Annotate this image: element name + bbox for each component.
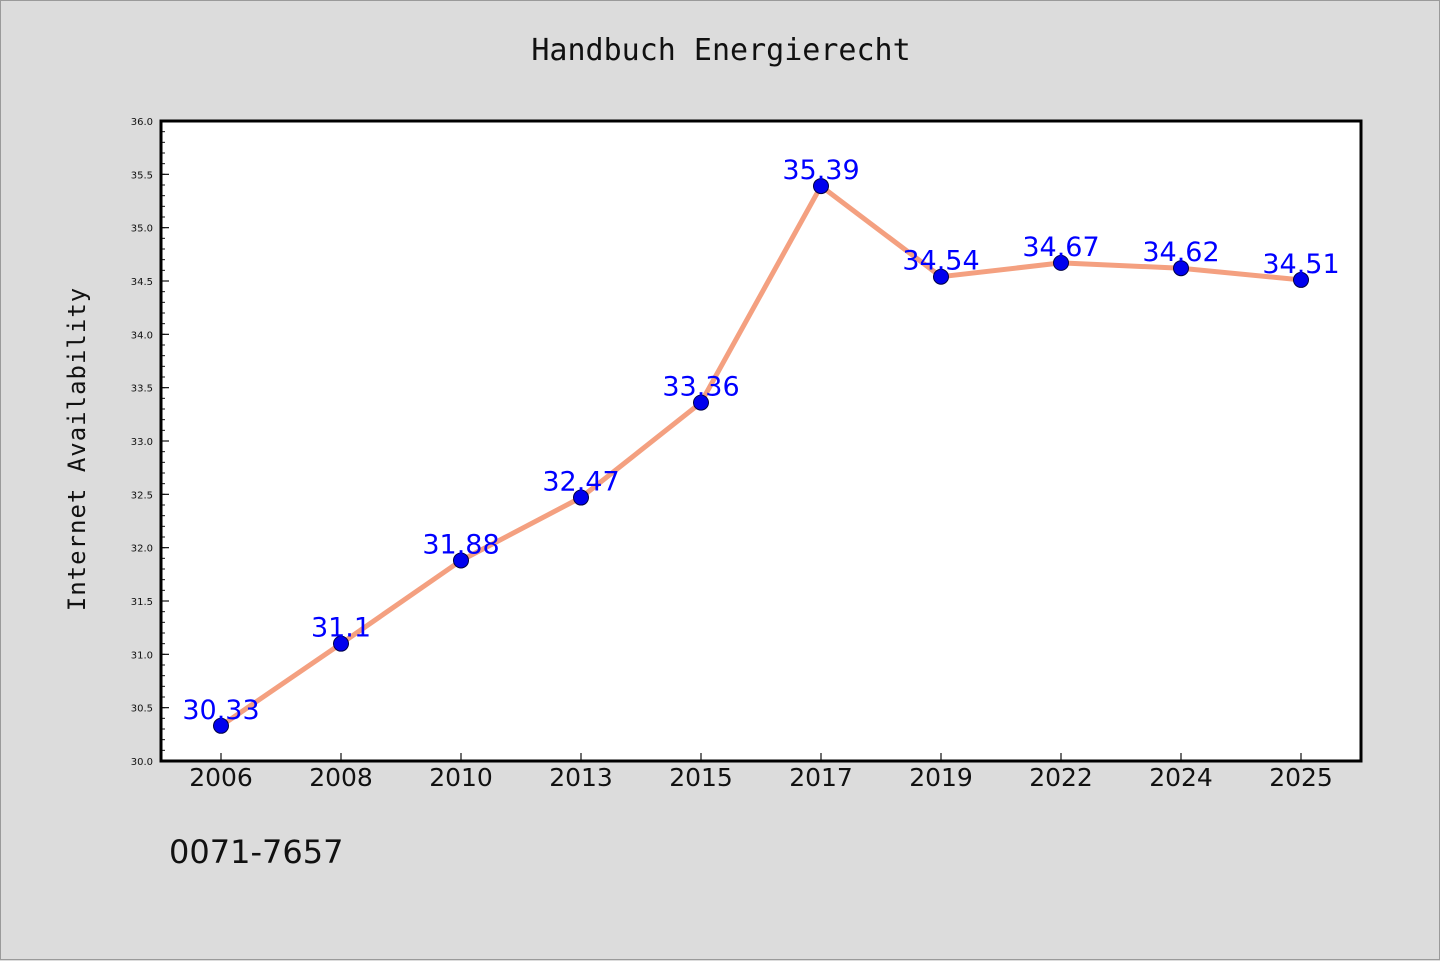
data-point xyxy=(1173,260,1189,277)
data-point xyxy=(813,178,829,195)
y-tick-label: 33.0 xyxy=(131,437,153,448)
y-tick-label: 31.5 xyxy=(131,597,153,608)
x-tick-label: 2010 xyxy=(429,763,493,792)
data-point xyxy=(933,268,949,285)
x-tick-label: 2022 xyxy=(1029,763,1093,792)
data-label: 35.39 xyxy=(782,155,859,186)
data-point xyxy=(573,489,589,506)
data-point xyxy=(1053,254,1069,271)
data-label: 34.51 xyxy=(1262,249,1339,280)
data-label: 31.88 xyxy=(422,529,499,560)
x-tick-label: 2008 xyxy=(309,763,373,792)
x-tick-label: 2017 xyxy=(789,763,853,792)
data-label: 33.36 xyxy=(662,372,739,403)
data-label: 34.54 xyxy=(902,246,979,277)
series-line xyxy=(218,183,1304,729)
y-tick-label: 30.0 xyxy=(131,757,153,768)
y-tick-label: 31.0 xyxy=(131,650,153,661)
x-tick-label: 2015 xyxy=(669,763,733,792)
x-tick-label: 2006 xyxy=(189,763,253,792)
x-tick-label: 2019 xyxy=(909,763,973,792)
chart-title: Handbuch Energierecht xyxy=(531,33,911,68)
y-tick-label: 30.5 xyxy=(131,704,153,715)
x-tick-label: 2013 xyxy=(549,763,613,792)
data-label: 32.47 xyxy=(542,467,619,498)
plot-frame xyxy=(159,119,1363,763)
y-tick-label: 36.0 xyxy=(131,117,153,128)
data-label: 34.67 xyxy=(1022,232,1099,263)
y-tick-label: 34.0 xyxy=(131,330,153,341)
data-label: 30.33 xyxy=(182,695,259,726)
data-point xyxy=(213,717,229,734)
x-tick-label: 2024 xyxy=(1149,763,1213,792)
y-tick-label: 33.5 xyxy=(131,384,153,395)
data-point xyxy=(1293,271,1309,288)
y-tick-label: 32.0 xyxy=(131,544,153,555)
data-point xyxy=(693,394,709,411)
footer-code: 0071-7657 xyxy=(169,833,344,871)
y-tick-label: 35.5 xyxy=(131,170,153,181)
data-point xyxy=(453,552,469,569)
y-tick-label: 32.5 xyxy=(131,490,153,501)
x-tick-label: 2025 xyxy=(1269,763,1333,792)
data-label: 34.62 xyxy=(1142,237,1219,268)
plot-area xyxy=(161,121,1361,761)
y-tick-label: 35.0 xyxy=(131,224,153,235)
data-label: 31.1 xyxy=(311,613,371,644)
y-tick-label: 34.5 xyxy=(131,277,153,288)
data-point xyxy=(333,635,349,652)
